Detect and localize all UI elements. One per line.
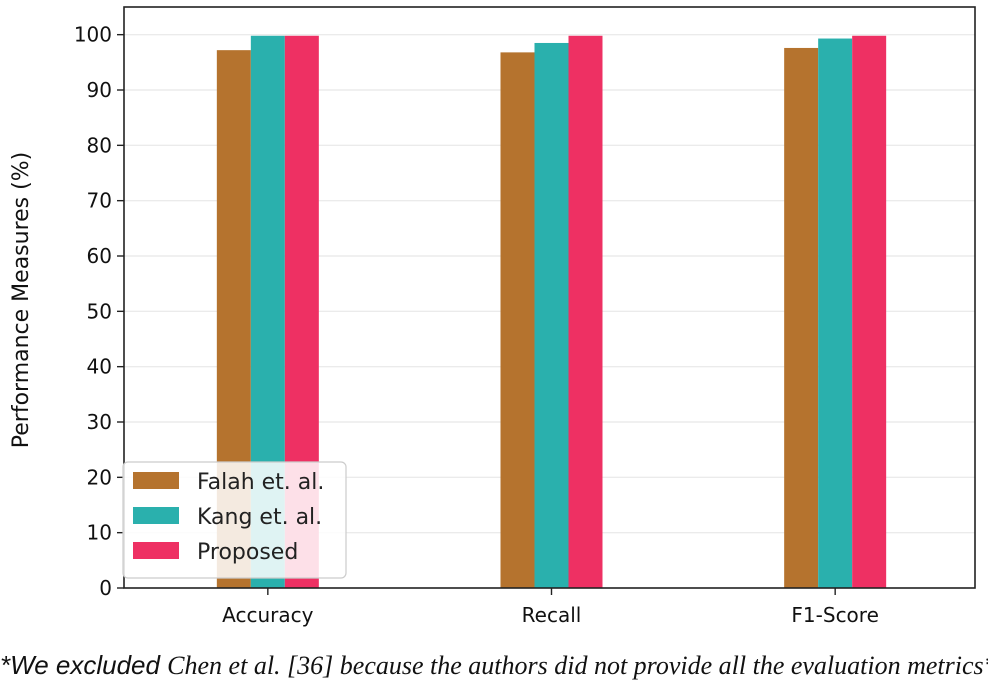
x-tick-label: Accuracy xyxy=(222,603,313,627)
y-tick-label: 0 xyxy=(99,576,112,600)
y-tick-label: 20 xyxy=(87,465,112,489)
y-axis-title: Performance Measures (%) xyxy=(9,152,34,448)
y-tick-label: 60 xyxy=(87,244,112,268)
legend-swatch xyxy=(133,542,179,559)
plot-frame xyxy=(123,6,976,589)
bar xyxy=(852,35,887,589)
footnote-part-2: Chen et al. [36] because the authors did… xyxy=(167,651,988,680)
x-axis: Accuracy Recall F1-Score xyxy=(222,588,879,627)
footnote-part-1: *We excluded xyxy=(0,650,168,680)
legend-label: Kang et. al. xyxy=(197,505,322,530)
bar xyxy=(818,38,853,589)
y-tick-label: 10 xyxy=(87,521,112,545)
bar xyxy=(568,35,603,589)
x-tick-label: F1-Score xyxy=(791,603,878,627)
y-tick-label: 80 xyxy=(87,133,112,157)
y-axis: 0 10 20 30 40 50 60 70 80 90 100 xyxy=(74,23,124,600)
legend-swatch xyxy=(133,472,179,489)
legend-swatch xyxy=(133,507,179,524)
legend: Falah et. al. Kang et. al. Proposed xyxy=(122,461,347,579)
bar-chart: 0 10 20 30 40 50 60 70 80 90 100 Accuracy Recall F1-… xyxy=(9,6,976,627)
bar xyxy=(534,42,569,588)
legend-label: Falah et. al. xyxy=(197,470,324,495)
y-tick-label: 50 xyxy=(87,299,112,323)
y-tick-label: 40 xyxy=(87,355,112,379)
y-tick-label: 30 xyxy=(87,410,112,434)
y-tick-label: 70 xyxy=(87,189,112,213)
x-tick-label: Recall xyxy=(522,603,582,627)
legend-label: Proposed xyxy=(197,540,298,565)
y-tick-label: 100 xyxy=(74,23,112,47)
footnote: *We excluded Chen et al. [36] because th… xyxy=(0,650,988,681)
bar xyxy=(500,52,535,588)
bar xyxy=(784,47,819,589)
y-tick-label: 90 xyxy=(87,78,112,102)
